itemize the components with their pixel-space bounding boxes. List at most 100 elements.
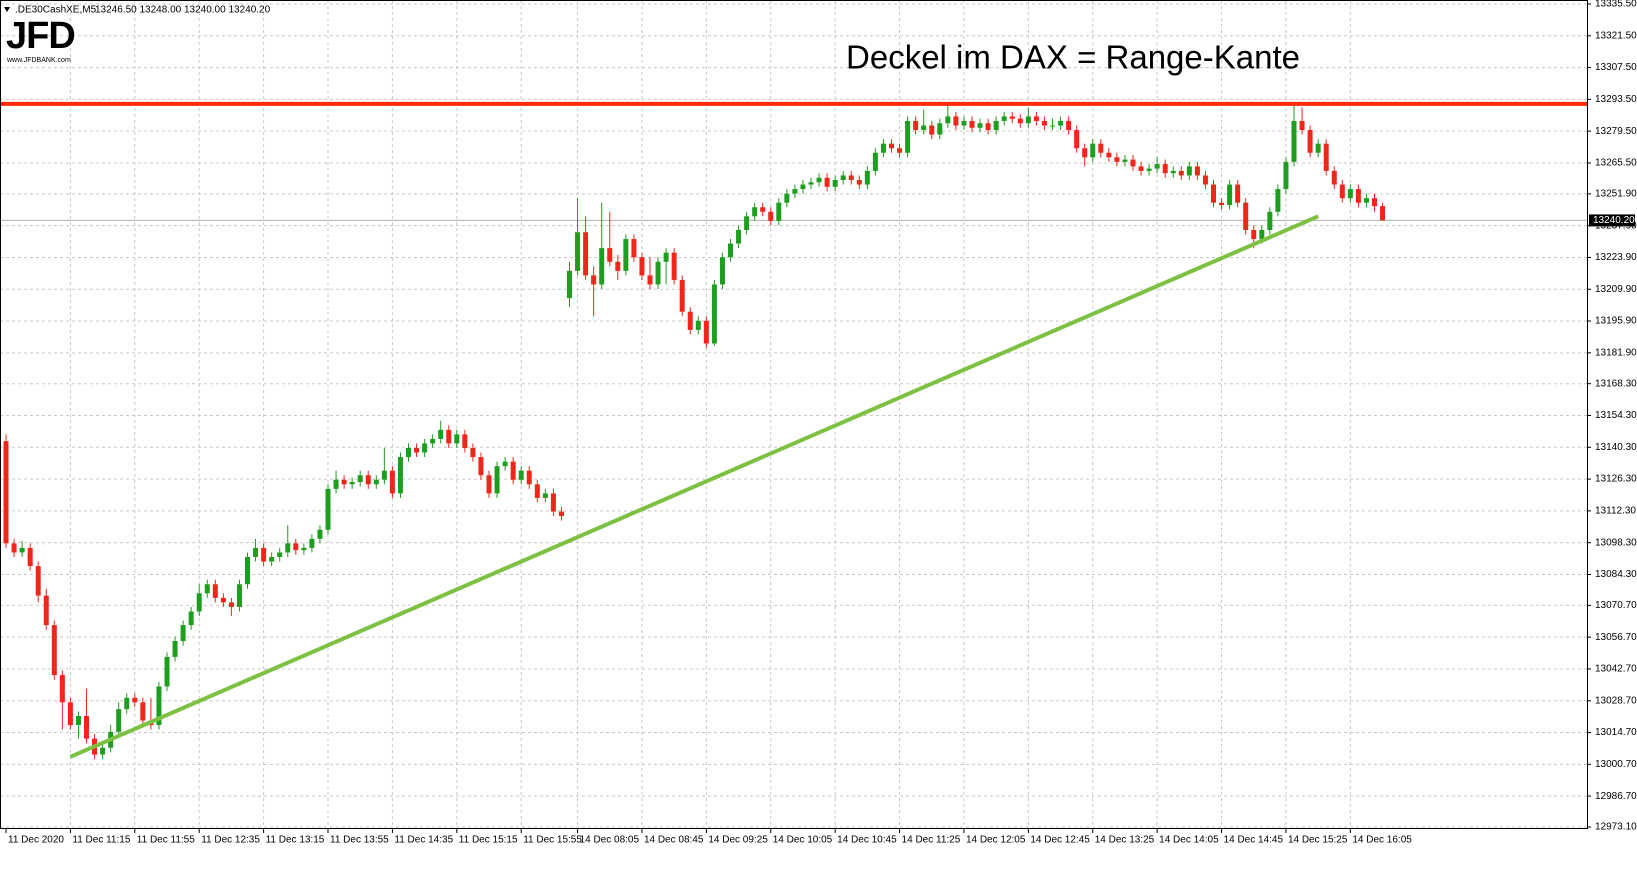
candle-body	[647, 275, 653, 285]
candle-body	[856, 180, 862, 185]
candle-body	[1211, 184, 1216, 203]
candle-body	[1227, 184, 1233, 205]
x-tick-label: 14 Dec 15:25	[1288, 835, 1348, 846]
candle-body	[1219, 202, 1225, 205]
candle-body	[1009, 116, 1015, 119]
candle-body	[180, 625, 186, 642]
candle-body	[1041, 120, 1047, 126]
candle-body	[937, 123, 943, 135]
x-tick-label: 14 Dec 16:05	[1352, 835, 1412, 846]
x-tick-label: 11 Dec 13:15	[266, 835, 325, 846]
candle-body	[671, 252, 677, 280]
candle-body	[430, 438, 436, 444]
candle-body	[744, 216, 750, 230]
candle-body	[728, 243, 733, 258]
candle-body	[615, 261, 621, 271]
candle-body	[824, 177, 830, 187]
candle-body	[1323, 143, 1329, 171]
y-tick-label: 13028.70	[1595, 695, 1637, 706]
candle-body	[204, 584, 210, 594]
y-tick-label: 13181.90	[1595, 347, 1637, 358]
candle-body	[905, 120, 911, 153]
candle-body	[1170, 170, 1176, 174]
candle-body	[1050, 125, 1055, 127]
y-tick-label: 13293.50	[1595, 94, 1637, 105]
candle-body	[406, 447, 411, 458]
candle-body	[784, 193, 790, 203]
candle-body	[349, 482, 355, 485]
x-tick-label: 11 Dec 2020	[8, 835, 64, 846]
candle-body	[623, 239, 629, 271]
y-tick-label: 13056.70	[1595, 632, 1637, 643]
plot-frame	[0, 0, 1588, 829]
candle-body	[969, 120, 975, 128]
x-tick-label: 14 Dec 14:05	[1159, 835, 1219, 846]
candle-body	[510, 461, 516, 480]
candle-body	[1315, 143, 1321, 153]
candle-body	[526, 470, 532, 485]
candle-body	[591, 275, 597, 285]
y-tick-label: 13098.30	[1595, 537, 1637, 548]
x-tick-label: 14 Dec 10:05	[773, 835, 833, 846]
candle-body	[389, 470, 395, 494]
candle-body	[1235, 184, 1241, 203]
x-tick-label: 11 Dec 13:55	[330, 835, 389, 846]
candle-body	[550, 493, 556, 512]
x-tick-label: 14 Dec 12:05	[966, 835, 1026, 846]
candle-body	[446, 429, 452, 444]
candle-body	[397, 457, 403, 494]
candle-body	[124, 697, 130, 710]
candle-body	[1017, 118, 1023, 124]
candle-body	[977, 123, 983, 128]
x-tick-label: 14 Dec 13:25	[1095, 835, 1155, 846]
x-tick-label: 11 Dec 11:55	[137, 835, 195, 846]
candle-body	[703, 320, 709, 344]
candle-body	[228, 602, 234, 607]
candle-body	[245, 556, 250, 585]
candle-body	[172, 641, 178, 657]
candle-body	[639, 257, 645, 276]
candle-body	[188, 611, 194, 626]
candle-body	[953, 116, 959, 126]
x-tick-label: 11 Dec 12:35	[201, 835, 260, 846]
candle-body	[478, 457, 484, 476]
candle-body	[414, 447, 420, 453]
candle-body	[832, 180, 838, 187]
candle-body	[880, 143, 886, 153]
candle-body	[719, 257, 725, 285]
candle-body	[67, 702, 73, 726]
candle-body	[1122, 159, 1128, 162]
candle-body	[164, 656, 170, 687]
y-tick-label: 13014.70	[1595, 727, 1637, 738]
candle-body	[961, 120, 967, 126]
candle-body	[1130, 159, 1136, 167]
candle-body	[1033, 116, 1039, 121]
y-tick-label: 12973.10	[1595, 822, 1637, 833]
candle-body	[132, 697, 138, 703]
candle-body	[518, 470, 524, 480]
candle-body	[35, 566, 41, 596]
candle-body	[236, 584, 242, 607]
y-tick-label: 13000.70	[1595, 759, 1637, 770]
candle-body	[196, 593, 202, 612]
candle-body	[1001, 116, 1007, 121]
candle-body	[293, 543, 299, 551]
candle-body	[1186, 166, 1192, 176]
candle-body	[1251, 229, 1257, 240]
candle-body	[333, 479, 339, 489]
candle-body	[1082, 148, 1088, 158]
candle-body	[212, 584, 218, 598]
candle-body	[1178, 170, 1184, 176]
candle-body	[269, 556, 275, 562]
x-tick-label: 11 Dec 11:15	[72, 835, 130, 846]
candle-body	[309, 538, 315, 548]
candle-body	[341, 479, 347, 485]
candle-body	[438, 429, 444, 439]
candle-body	[373, 479, 379, 485]
candle-body	[43, 595, 49, 626]
y-tick-label: 13279.50	[1595, 126, 1637, 137]
candle-body	[1363, 198, 1369, 203]
candle-body	[567, 270, 572, 299]
